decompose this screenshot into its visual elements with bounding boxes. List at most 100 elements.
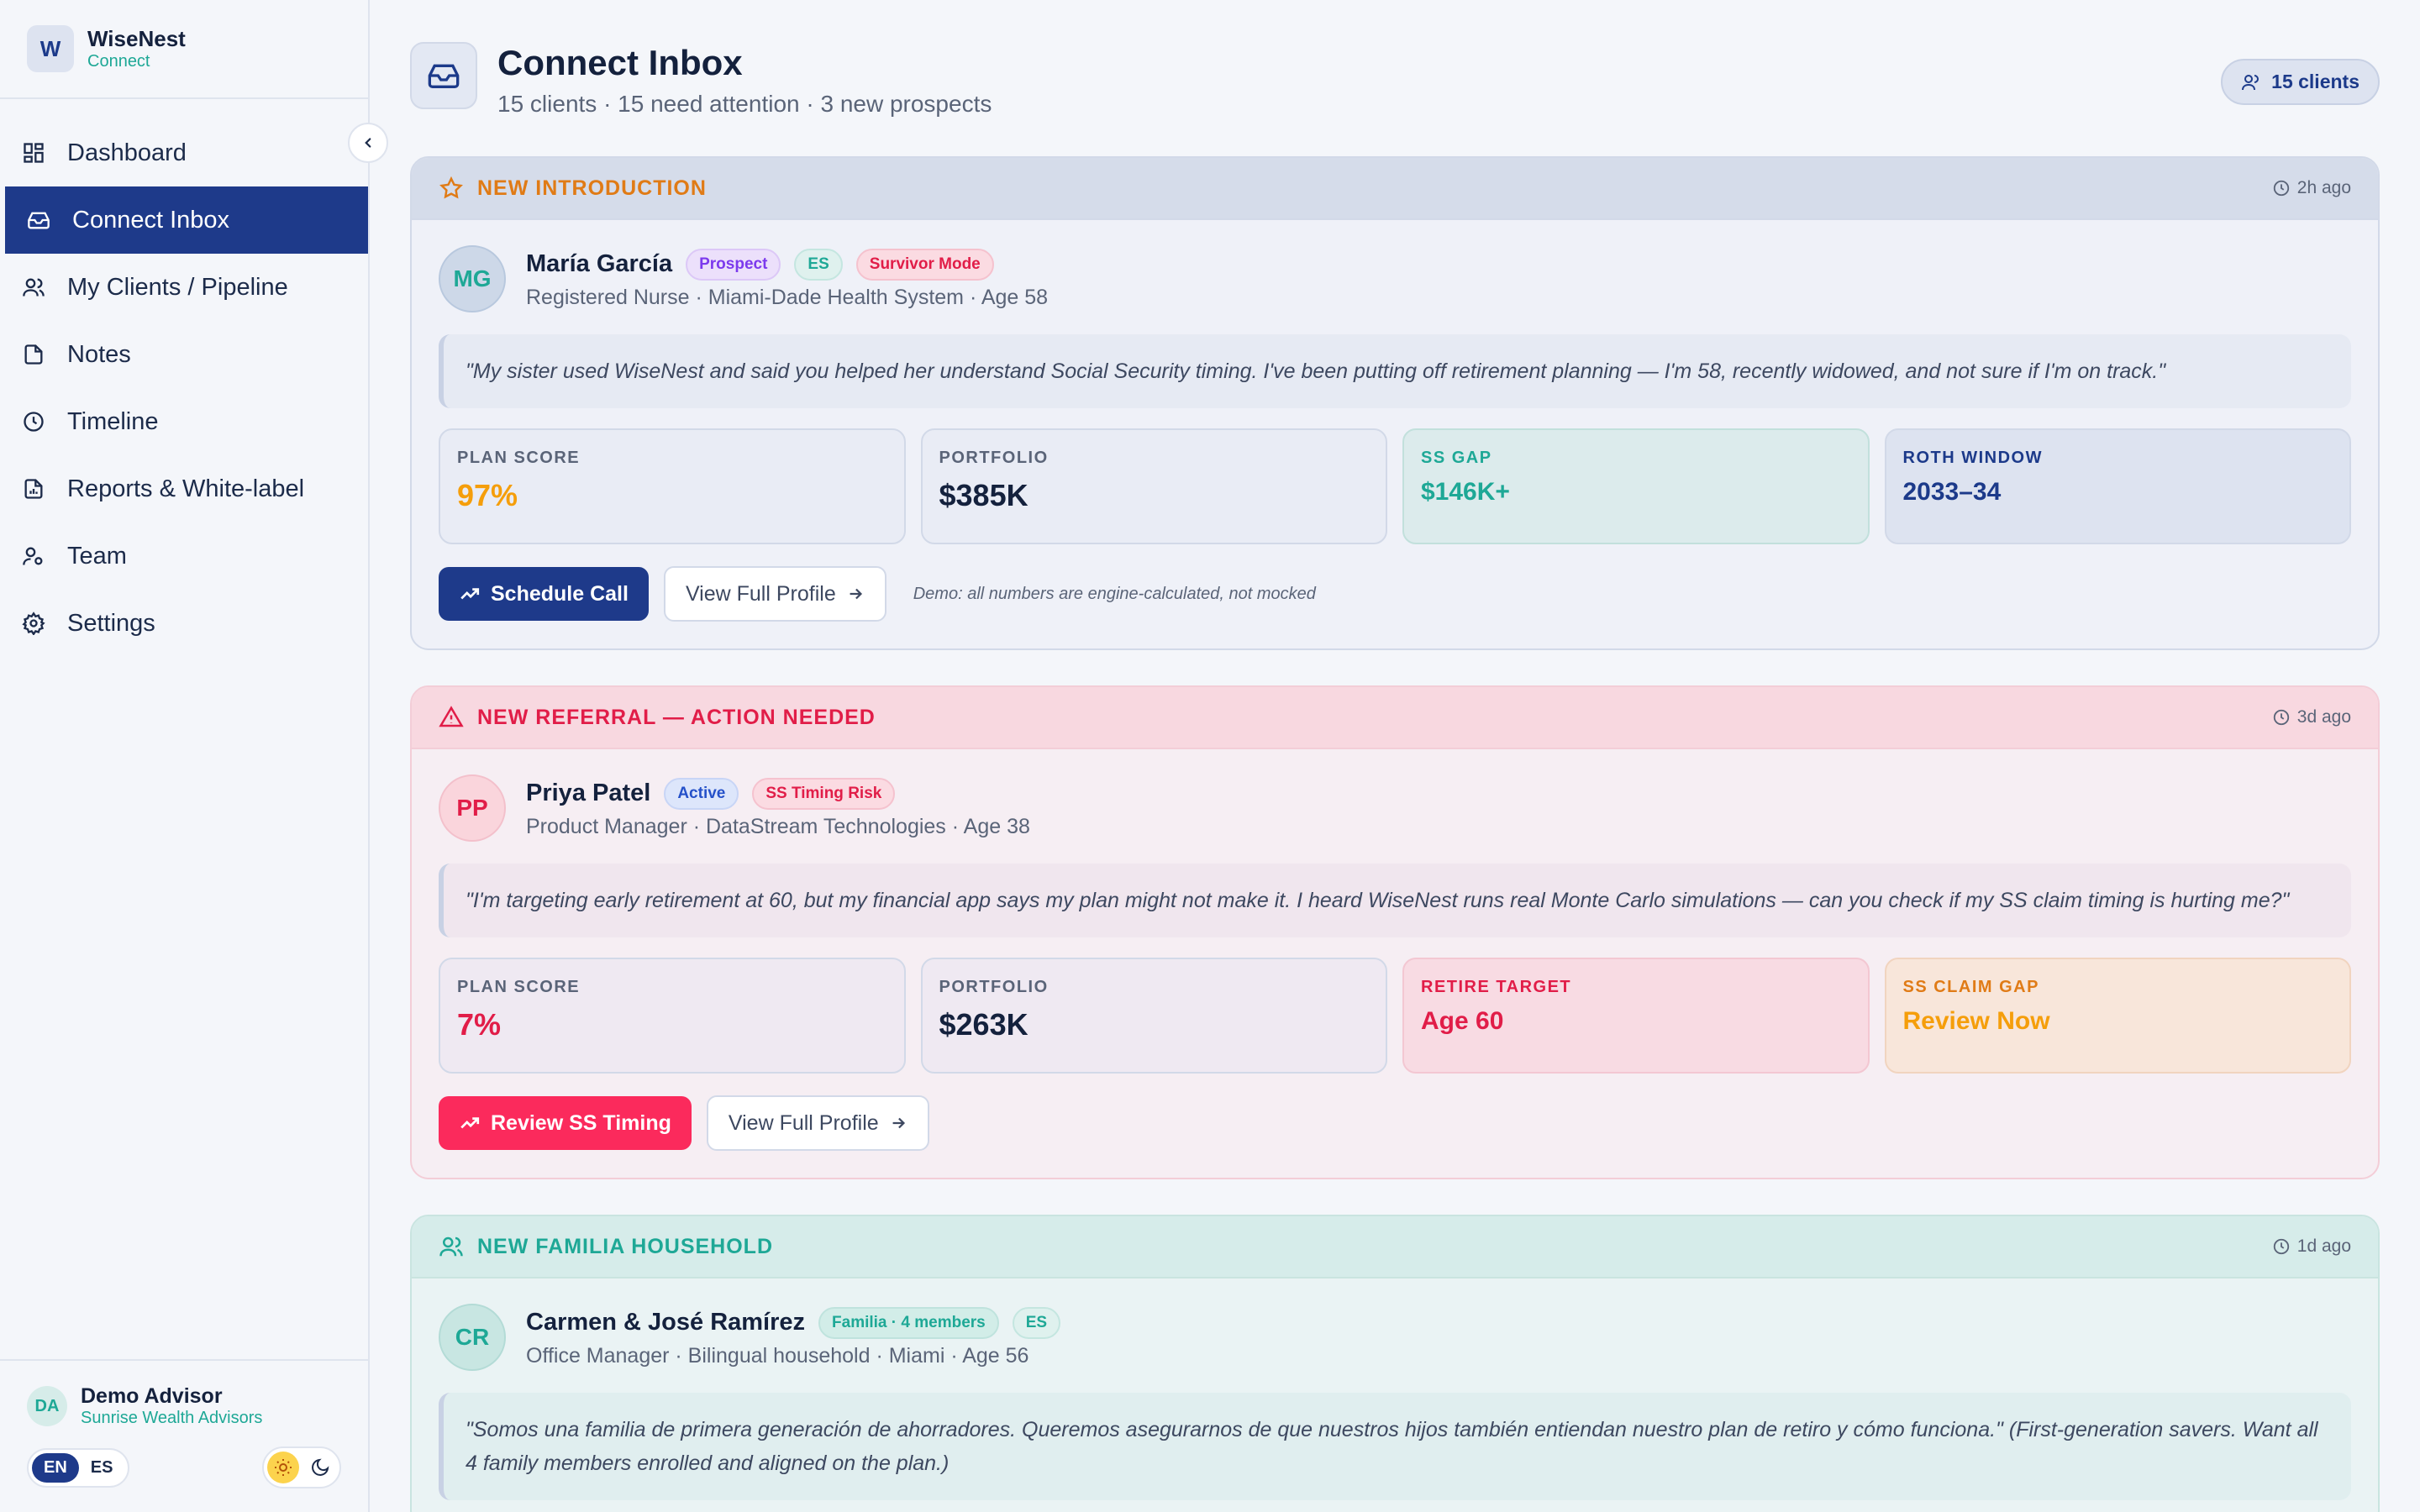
sun-icon <box>275 1459 292 1476</box>
sidebar-item-timeline[interactable]: Timeline <box>0 388 368 455</box>
client-summary: PP Priya Patel Active SS Timing Risk Pro… <box>439 774 2351 842</box>
stat-label: RETIRE TARGET <box>1421 978 1572 996</box>
sidebar-item-dashboard[interactable]: Dashboard <box>0 119 368 186</box>
arrow-right-icon <box>892 1117 905 1129</box>
page-title: Connect Inbox <box>497 43 743 82</box>
inbox-icon <box>410 42 477 109</box>
clock-icon <box>2273 1238 2289 1255</box>
card-timestamp: 1d ago <box>2272 1236 2351 1257</box>
mode-badge: Survivor Mode <box>855 248 994 281</box>
status-badge: Active <box>664 777 739 810</box>
card-type-label: NEW INTRODUCTION <box>477 176 707 200</box>
card-time-text: 3d ago <box>2296 707 2351 727</box>
stat-label: SS CLAIM GAP <box>1902 978 2039 996</box>
trending-up-icon <box>460 1117 480 1129</box>
risk-badge: SS Timing Risk <box>752 777 896 810</box>
stat-label: PORTFOLIO <box>939 449 1049 467</box>
sidebar-item-label: My Clients / Pipeline <box>67 273 288 301</box>
avatar: MG <box>439 245 506 312</box>
users-icon <box>2242 74 2260 90</box>
sidebar-item-connect-inbox[interactable]: Connect Inbox <box>5 186 368 254</box>
language-badge: ES <box>1012 1306 1061 1339</box>
stat-label: SS GAP <box>1421 449 1492 467</box>
client-name[interactable]: María García <box>526 250 673 277</box>
dark-mode-button[interactable] <box>304 1452 336 1483</box>
view-profile-button[interactable]: View Full Profile <box>706 1095 929 1151</box>
card-timestamp: 2h ago <box>2272 178 2351 198</box>
sidebar: W WiseNest Connect Dashboard Connect Inb… <box>0 0 388 1512</box>
sidebar-item-clients[interactable]: My Clients / Pipeline <box>0 254 368 321</box>
card-header: NEW INTRODUCTION 2h ago <box>412 158 2378 220</box>
collapse-sidebar-button[interactable] <box>348 123 388 163</box>
sidebar-item-label: Dashboard <box>67 139 187 166</box>
stat-label: PLAN SCORE <box>457 449 581 467</box>
clock-icon <box>20 408 47 435</box>
sidebar-item-team[interactable]: Team <box>0 522 368 590</box>
button-label: View Full Profile <box>728 1110 879 1135</box>
stat-value: 97% <box>457 478 518 512</box>
light-mode-button[interactable] <box>267 1452 299 1483</box>
sidebar-item-settings[interactable]: Settings <box>0 590 368 657</box>
sidebar-item-label: Settings <box>67 609 155 637</box>
arrow-right-icon <box>850 588 862 600</box>
card-time-text: 2h ago <box>2296 178 2351 197</box>
sidebar-item-label: Team <box>67 542 127 570</box>
stat-value: $263K <box>939 1007 1028 1042</box>
button-label: Review SS Timing <box>491 1110 671 1135</box>
lang-en-button[interactable]: EN <box>32 1452 79 1483</box>
moon-icon <box>312 1458 329 1476</box>
theme-toggle <box>262 1446 341 1488</box>
stat-plan-score: PLAN SCORE 7% <box>439 958 906 1074</box>
stats-grid: PLAN SCORE 7% PORTFOLIO $263K RETIRE TAR… <box>439 958 2351 1074</box>
card-type-label: NEW FAMILIA HOUSEHOLD <box>477 1234 774 1258</box>
sidebar-item-reports[interactable]: Reports & White-label <box>0 455 368 522</box>
report-icon <box>20 475 47 502</box>
client-quote: "I'm targeting early retirement at 60, b… <box>439 864 2351 937</box>
stat-value: Review Now <box>1902 1007 2050 1035</box>
brand: W WiseNest Connect <box>0 0 368 99</box>
stat-value: 7% <box>457 1007 502 1042</box>
client-quote: "My sister used WiseNest and said you he… <box>439 334 2351 408</box>
stat-label: PLAN SCORE <box>457 978 581 996</box>
stat-roth-window: ROTH WINDOW 2033–34 <box>1884 428 2351 544</box>
demo-note: Demo: all numbers are engine-calculated,… <box>913 584 1316 603</box>
dashboard-icon <box>20 139 47 166</box>
main-content: Connect Inbox 15 clients · 15 need atten… <box>370 0 2420 1512</box>
advisor-profile[interactable]: DA Demo Advisor Sunrise Wealth Advisors <box>27 1384 341 1428</box>
inbox-card-familia: NEW FAMILIA HOUSEHOLD 1d ago CR Carmen &… <box>410 1215 2380 1512</box>
client-quote: "Somos una familia de primera generación… <box>439 1393 2351 1500</box>
warning-icon <box>439 706 464 727</box>
household-badge: Familia · 4 members <box>818 1306 999 1339</box>
sidebar-nav: Dashboard Connect Inbox My Clients / Pip… <box>0 99 368 657</box>
advisor-org: Sunrise Wealth Advisors <box>81 1409 263 1427</box>
stat-ss-claim-gap: SS CLAIM GAP Review Now <box>1884 958 2351 1074</box>
stat-value: $146K+ <box>1421 478 1510 506</box>
note-icon <box>20 341 47 368</box>
advisor-name: Demo Advisor <box>81 1384 223 1408</box>
client-name[interactable]: Priya Patel <box>526 780 651 806</box>
stat-retire-target: RETIRE TARGET Age 60 <box>1402 958 1870 1074</box>
card-time-text: 1d ago <box>2296 1236 2351 1256</box>
stats-grid: PLAN SCORE 97% PORTFOLIO $385K SS GAP $1… <box>439 428 2351 544</box>
inbox-card-referral: NEW REFERRAL — ACTION NEEDED 3d ago PP P… <box>410 685 2380 1179</box>
sidebar-item-notes[interactable]: Notes <box>0 321 368 388</box>
card-header: NEW REFERRAL — ACTION NEEDED 3d ago <box>412 687 2378 749</box>
stat-portfolio: PORTFOLIO $385K <box>920 428 1387 544</box>
client-name[interactable]: Carmen & José Ramírez <box>526 1309 806 1336</box>
lang-es-button[interactable]: ES <box>90 1457 113 1477</box>
brand-sub: Connect <box>87 52 150 71</box>
button-label: View Full Profile <box>685 581 836 606</box>
brand-name: WiseNest <box>87 26 186 51</box>
clients-count-pill[interactable]: 15 clients <box>2221 59 2380 105</box>
stat-plan-score: PLAN SCORE 97% <box>439 428 906 544</box>
inbox-card-introduction: NEW INTRODUCTION 2h ago MG María García … <box>410 156 2380 650</box>
gear-icon <box>20 610 47 637</box>
view-profile-button[interactable]: View Full Profile <box>663 566 886 622</box>
review-ss-timing-button[interactable]: Review SS Timing <box>439 1096 692 1150</box>
schedule-call-button[interactable]: Schedule Call <box>439 567 649 621</box>
sidebar-item-label: Notes <box>67 340 131 368</box>
card-timestamp: 3d ago <box>2272 707 2351 727</box>
stat-portfolio: PORTFOLIO $263K <box>920 958 1387 1074</box>
client-meta: Office Manager · Bilingual household · M… <box>526 1343 1029 1368</box>
team-icon <box>20 543 47 570</box>
